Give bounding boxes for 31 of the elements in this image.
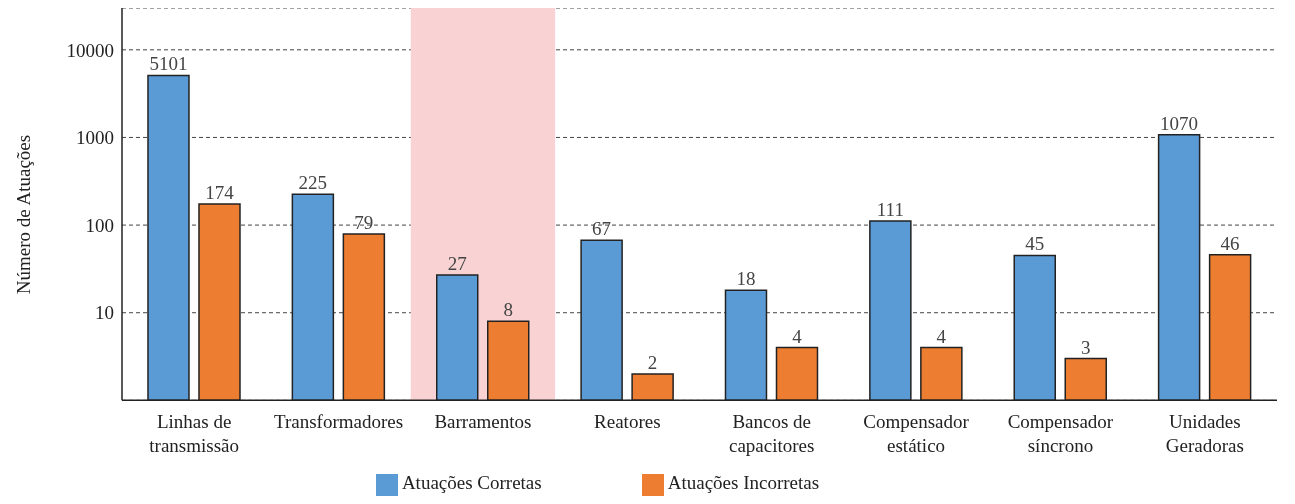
y-tick-label: 1000: [76, 127, 114, 149]
data-label: 27: [447, 252, 467, 274]
data-label: 8: [503, 299, 513, 321]
data-label: 174: [205, 182, 235, 204]
x-tick-label: Compensador estático: [863, 411, 970, 457]
data-label: 46: [1220, 232, 1240, 254]
y-tick-label: 100: [85, 214, 114, 236]
data-label: 2: [647, 351, 658, 373]
x-tick-label: Bancos de capacitores: [728, 411, 815, 457]
data-label: 45: [1025, 233, 1045, 255]
x-tick-label: Unidades Geradoras: [1165, 411, 1244, 457]
x-tick-label: Barramentos: [434, 411, 532, 433]
y-tick-label: 10000: [66, 39, 114, 61]
x-tick-label: Transformadores: [274, 411, 404, 433]
data-label: 225: [298, 172, 328, 194]
data-label: 18: [736, 268, 756, 290]
y-axis-title: Número de Atuações: [12, 134, 34, 295]
data-label: 4: [792, 325, 803, 347]
legend-label: Atuações Corretas: [401, 472, 542, 494]
legend-label: Atuações Incorretas: [667, 472, 820, 494]
data-label: 67: [592, 218, 612, 240]
data-label: 3: [1080, 336, 1091, 358]
data-label: 5101: [149, 53, 188, 75]
x-tick-label: Linhas de transmissão: [149, 411, 240, 457]
data-label: 4: [936, 325, 947, 347]
y-tick-label: 10: [95, 302, 114, 324]
data-label: 1070: [1160, 112, 1199, 134]
data-label: 79: [354, 212, 374, 234]
x-tick-label: Compensador síncrono: [1007, 411, 1114, 457]
data-label: 111: [876, 199, 904, 221]
x-tick-label: Reatores: [594, 411, 661, 433]
